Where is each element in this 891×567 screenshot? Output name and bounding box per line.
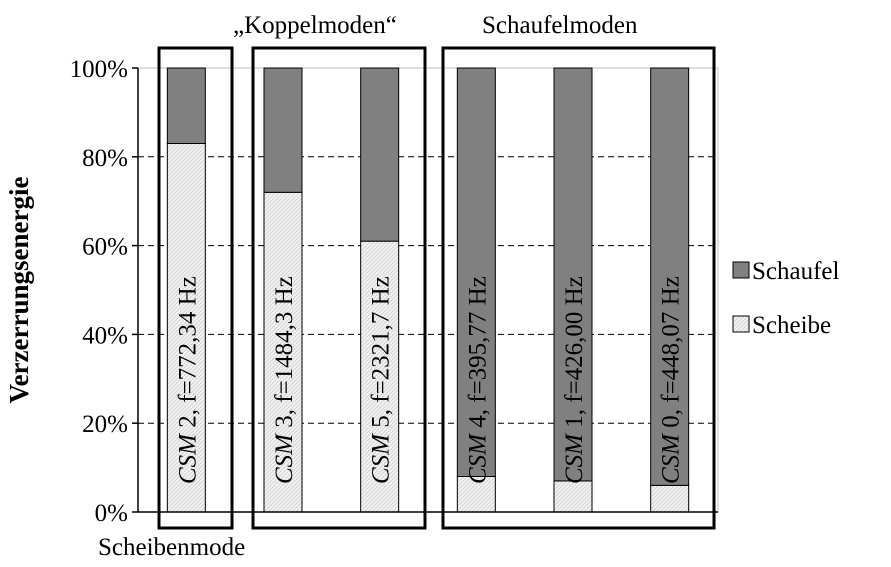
bar-label-frequency: 5, f=2321,7 Hz <box>368 276 395 434</box>
bar-label: CSM 5, f=2321,7 Hz <box>368 276 395 484</box>
bar-label: CSM 0, f=448,07 Hz <box>658 276 685 484</box>
bar-segment-schaufel <box>650 67 690 486</box>
bar-segment-schaufel <box>166 67 206 144</box>
bar-segment-schaufel <box>360 67 400 242</box>
bar-label-mode: CSM <box>464 433 491 484</box>
bar-label: CSM 1, f=426,00 Hz <box>561 276 588 484</box>
bar-label-mode: CSM <box>174 433 201 484</box>
y-tick-label: 0% <box>95 500 128 527</box>
legend-label-scheibe: Scheibe <box>752 312 831 339</box>
bar-segment-scheibe <box>360 240 400 513</box>
group-label-schaufelmoden: Schaufelmoden <box>482 12 638 39</box>
y-axis-title: Verzerrungsenergie <box>4 177 34 404</box>
group-box-scheibenmode <box>157 46 234 530</box>
legend: Schaufel Scheibe <box>732 258 840 339</box>
group-label-koppelmoden: „Koppelmoden“ <box>233 12 397 39</box>
y-tick-label: 20% <box>82 411 128 438</box>
legend-swatch-schaufel <box>732 261 750 279</box>
y-tick-label: 40% <box>82 322 128 349</box>
plot-area <box>137 67 719 513</box>
y-tick-label: 100% <box>70 56 128 83</box>
bar-label: CSM 4, f=395,77 Hz <box>464 276 491 484</box>
bar-segment-scheibe <box>166 142 206 513</box>
group-label-scheibenmode: Scheibenmode <box>98 534 245 561</box>
bar-label-mode: CSM <box>658 433 685 484</box>
bar-label-frequency: 1, f=426,00 Hz <box>561 276 588 434</box>
bar-segment-scheibe <box>456 475 496 513</box>
group-box-koppelmoden <box>251 46 427 530</box>
bar-label-mode: CSM <box>368 433 395 484</box>
bar-label: CSM 3, f=1484,3 Hz <box>271 276 298 484</box>
gridlines <box>138 156 718 424</box>
y-ticks: 0% 20% 40% 60% 80% 100% <box>70 56 138 527</box>
legend-swatch-scheibe <box>732 315 750 333</box>
bar-segment-scheibe <box>650 484 690 513</box>
bar-segment-schaufel <box>456 67 496 477</box>
bar-segment-scheibe <box>263 191 303 513</box>
bar-segment-schaufel <box>263 67 303 193</box>
bar-label-frequency: 2, f=772,34 Hz <box>174 276 201 434</box>
legend-label-schaufel: Schaufel <box>752 258 840 285</box>
bar-label-mode: CSM <box>561 433 588 484</box>
bar-segment-schaufel <box>553 67 593 482</box>
bar-label-frequency: 3, f=1484,3 Hz <box>271 276 298 434</box>
group-box-schaufelmoden <box>441 46 716 530</box>
bars <box>166 67 690 513</box>
bar-label: CSM 2, f=772,34 Hz <box>174 276 201 484</box>
y-tick-label: 80% <box>82 145 128 172</box>
bar-label-mode: CSM <box>271 433 298 484</box>
y-tick-label: 60% <box>82 234 128 261</box>
bar-label-frequency: 0, f=448,07 Hz <box>658 276 685 434</box>
bar-label-frequency: 4, f=395,77 Hz <box>464 276 491 434</box>
bar-segment-scheibe <box>553 480 593 513</box>
